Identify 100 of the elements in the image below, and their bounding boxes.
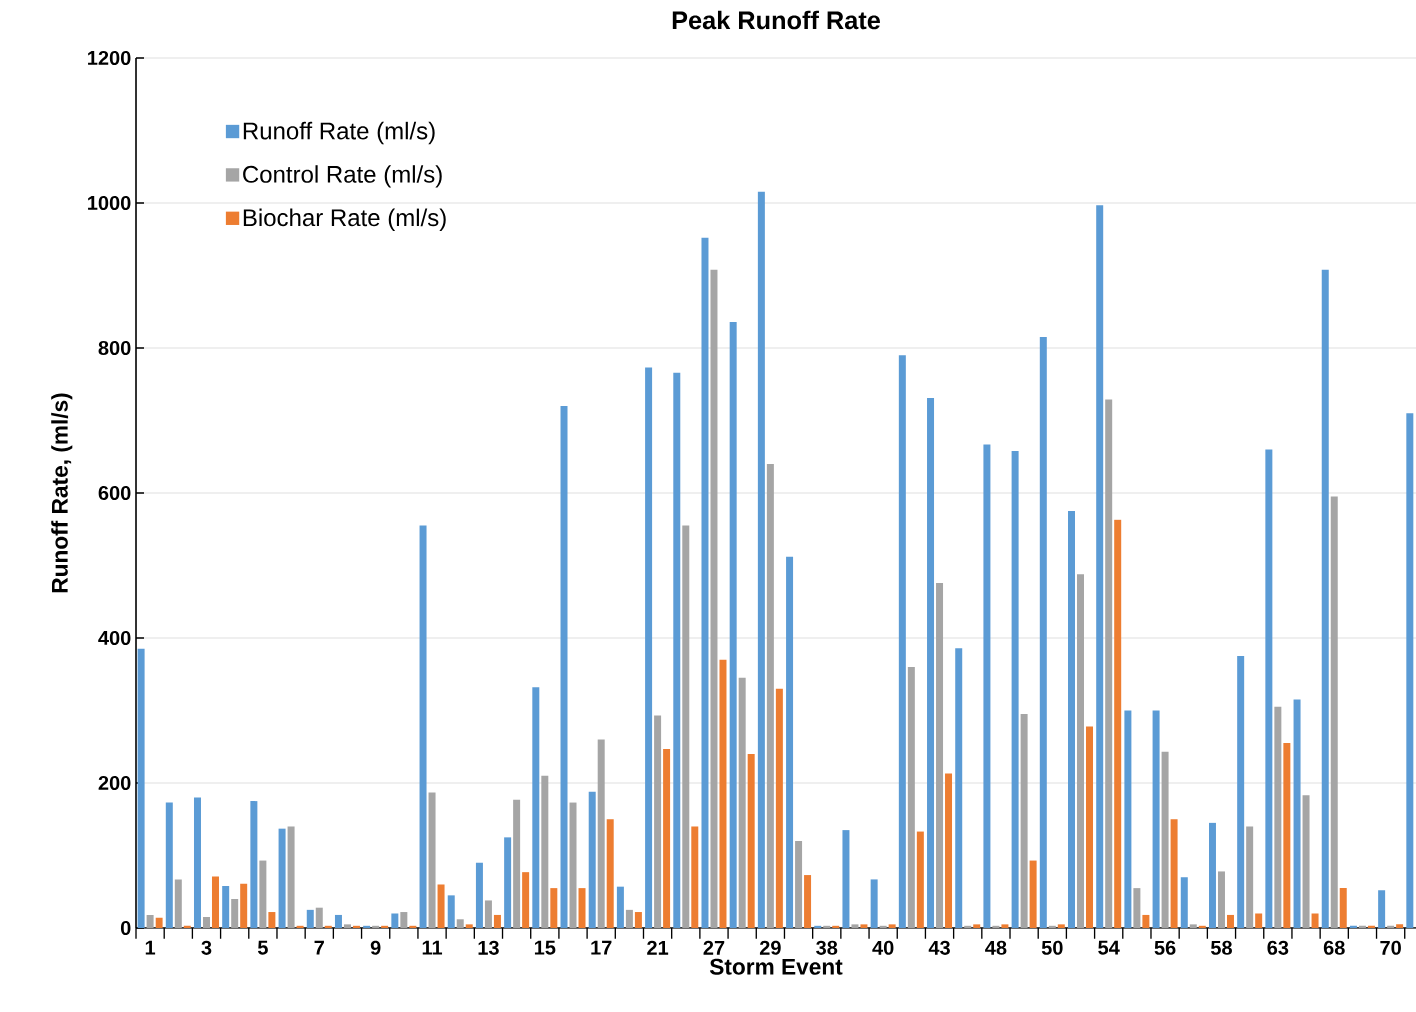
bar	[1311, 913, 1319, 928]
x-tick-label: 11	[422, 940, 443, 955]
bar	[955, 648, 963, 928]
bar	[1198, 925, 1206, 928]
bar	[372, 925, 380, 928]
x-tick-label: 9	[370, 940, 381, 955]
x-tick-label: 13	[478, 940, 499, 955]
x-tick-label: 40	[872, 940, 894, 955]
bar	[259, 860, 267, 928]
bar	[916, 831, 924, 928]
bar	[1180, 877, 1188, 928]
bar	[1039, 337, 1047, 928]
bar	[541, 775, 549, 928]
bar	[1339, 888, 1347, 928]
bar	[504, 837, 512, 928]
bar	[391, 913, 399, 928]
bar	[324, 925, 332, 928]
bar	[1226, 914, 1234, 928]
bar	[278, 828, 286, 928]
bar	[1077, 574, 1084, 928]
x-tick-label: 27	[703, 940, 725, 955]
bar	[757, 191, 765, 928]
bar	[222, 885, 230, 928]
bar	[428, 792, 436, 928]
x-tick-label: 3	[201, 940, 212, 955]
bar	[936, 582, 944, 928]
bar	[766, 463, 774, 928]
bar	[578, 888, 586, 928]
bar	[1246, 826, 1254, 928]
bar	[992, 925, 1000, 928]
bar	[306, 909, 314, 928]
bar	[654, 715, 662, 928]
x-tick-label: 21	[647, 940, 669, 955]
x-tick-label: 48	[985, 940, 1007, 955]
bar	[691, 826, 699, 928]
bar	[634, 912, 642, 928]
bar	[465, 924, 473, 928]
bar	[1255, 913, 1263, 928]
y-tick-label: 400	[98, 630, 131, 646]
bar	[137, 648, 145, 928]
bar	[315, 907, 323, 928]
x-tick-label: 29	[759, 940, 781, 955]
chart-title: Peak Runoff Rate	[672, 10, 880, 30]
bar	[673, 372, 681, 928]
x-tick-label: 5	[257, 940, 268, 955]
bar	[927, 398, 935, 928]
bar	[973, 924, 981, 928]
bar	[1367, 925, 1375, 928]
bar	[1378, 890, 1386, 928]
bar	[1189, 924, 1197, 928]
bar	[1358, 925, 1366, 928]
bar	[1170, 819, 1178, 928]
bar	[532, 687, 540, 928]
bar	[1001, 924, 1009, 928]
bar	[381, 925, 389, 928]
bar	[701, 237, 709, 928]
bar	[231, 898, 239, 928]
bar	[409, 925, 417, 928]
bar	[860, 924, 868, 928]
bar	[1152, 710, 1160, 928]
x-tick-label: 7	[314, 940, 324, 955]
bar	[513, 799, 521, 928]
bar	[1330, 496, 1338, 928]
bar	[1387, 925, 1395, 928]
bar	[945, 773, 953, 928]
bar	[983, 444, 991, 928]
bar	[795, 840, 803, 928]
bar	[823, 925, 831, 928]
bar	[1321, 269, 1329, 928]
bar	[729, 321, 737, 928]
bar	[719, 659, 727, 928]
bar	[645, 367, 653, 928]
legend-label: Runoff Rate (ml/s)	[243, 121, 435, 145]
bar	[888, 924, 896, 928]
bar	[268, 912, 276, 928]
legend-label: Biochar Rate (ml/s)	[243, 208, 446, 231]
bar	[1349, 925, 1357, 928]
bar	[1124, 710, 1132, 928]
x-tick-label: 70	[1380, 940, 1401, 955]
bar	[400, 912, 408, 928]
bar	[419, 525, 427, 928]
bar	[1302, 795, 1310, 928]
bar	[522, 872, 530, 928]
bar	[1293, 699, 1301, 928]
bar	[569, 802, 577, 928]
bar	[211, 876, 219, 928]
bar	[1020, 714, 1028, 928]
bar	[1048, 925, 1056, 928]
y-tick-label: 0	[120, 920, 131, 936]
bar	[287, 826, 295, 928]
bar	[447, 895, 455, 928]
bar	[1396, 924, 1404, 928]
x-tick-label: 43	[928, 940, 950, 955]
bar	[560, 405, 568, 928]
bar	[1237, 656, 1245, 928]
bar	[1274, 706, 1282, 928]
bar	[1133, 888, 1141, 928]
y-tick-label: 600	[98, 485, 131, 501]
y-tick-label: 200	[98, 775, 131, 791]
y-axis-title: Runoff Rate, (ml/s)	[51, 393, 73, 593]
